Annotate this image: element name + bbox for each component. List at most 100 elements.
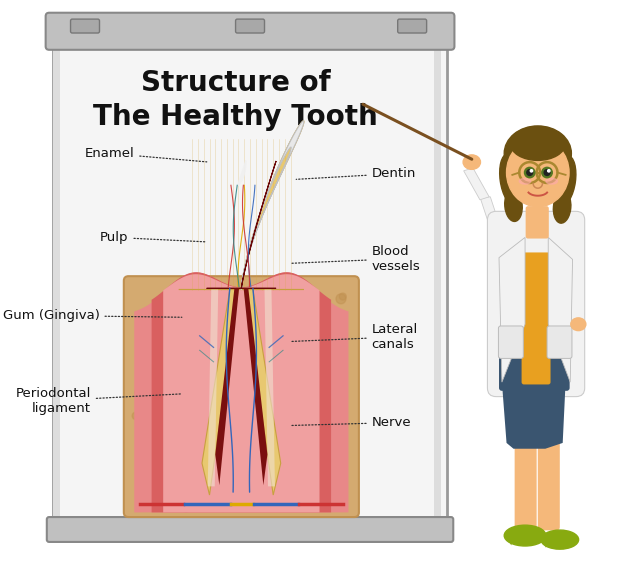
Ellipse shape [505,190,522,221]
Circle shape [272,423,279,431]
Text: Gum (Gingiva): Gum (Gingiva) [3,309,182,322]
Polygon shape [573,246,584,316]
FancyBboxPatch shape [521,252,550,384]
Circle shape [527,170,533,175]
Circle shape [282,388,290,397]
Circle shape [233,320,238,324]
Circle shape [190,405,197,412]
Circle shape [548,170,550,172]
Circle shape [326,459,332,466]
Circle shape [273,325,280,334]
Circle shape [213,492,219,498]
Circle shape [165,463,172,470]
Polygon shape [244,288,267,485]
Circle shape [239,301,245,307]
Circle shape [188,467,198,477]
Circle shape [196,402,205,411]
Circle shape [285,318,291,324]
FancyBboxPatch shape [538,439,560,530]
Circle shape [147,332,154,339]
Circle shape [209,493,214,498]
Circle shape [304,410,312,418]
FancyBboxPatch shape [515,439,536,530]
Polygon shape [499,237,525,382]
Circle shape [544,170,550,175]
FancyBboxPatch shape [498,326,523,358]
Circle shape [244,434,254,444]
Text: Blood
vessels: Blood vessels [290,245,421,273]
Circle shape [241,367,247,372]
Ellipse shape [504,126,572,181]
Circle shape [285,322,295,331]
Ellipse shape [541,530,578,549]
Text: Structure of
The Healthy Tooth: Structure of The Healthy Tooth [93,69,378,131]
Circle shape [339,293,346,300]
Circle shape [135,388,143,397]
Circle shape [132,412,140,419]
Circle shape [210,459,220,469]
Circle shape [136,446,142,452]
Polygon shape [202,290,239,495]
Circle shape [235,476,242,482]
Circle shape [285,288,293,295]
Circle shape [175,397,182,404]
FancyBboxPatch shape [53,26,60,536]
Text: Pulp: Pulp [100,231,207,244]
Ellipse shape [500,153,523,206]
Circle shape [142,384,150,393]
Circle shape [325,476,333,483]
FancyBboxPatch shape [235,19,265,33]
Circle shape [269,372,278,382]
Circle shape [142,338,153,349]
Circle shape [305,497,309,501]
Circle shape [334,455,342,462]
Polygon shape [265,290,275,486]
Circle shape [158,305,162,309]
Circle shape [201,440,207,445]
Polygon shape [506,536,515,545]
Polygon shape [207,161,276,288]
FancyBboxPatch shape [53,26,447,536]
Circle shape [223,477,229,483]
Circle shape [309,377,314,383]
Circle shape [330,500,338,508]
Circle shape [275,490,282,497]
Polygon shape [215,288,239,485]
Circle shape [300,316,304,321]
Circle shape [318,444,326,452]
FancyBboxPatch shape [46,13,454,50]
Circle shape [284,361,289,366]
FancyBboxPatch shape [488,211,585,397]
Circle shape [297,307,305,316]
FancyBboxPatch shape [124,276,359,517]
Circle shape [256,495,267,506]
Circle shape [243,327,254,338]
Polygon shape [151,272,331,512]
Polygon shape [244,290,280,495]
Polygon shape [179,121,304,290]
Circle shape [309,482,315,489]
Circle shape [305,363,314,372]
Polygon shape [480,197,506,246]
Circle shape [172,438,177,444]
Ellipse shape [510,127,565,160]
FancyBboxPatch shape [434,26,441,536]
Polygon shape [548,237,573,382]
Circle shape [181,360,186,365]
Circle shape [239,490,245,496]
Ellipse shape [546,178,558,184]
Circle shape [181,502,191,512]
Circle shape [180,379,185,384]
Circle shape [304,298,308,302]
Circle shape [530,170,533,172]
Circle shape [237,353,246,363]
Circle shape [277,323,285,332]
FancyBboxPatch shape [526,206,549,239]
Circle shape [326,462,332,469]
Circle shape [220,466,228,473]
Ellipse shape [571,318,586,331]
Circle shape [283,412,294,423]
Circle shape [221,507,225,512]
FancyBboxPatch shape [547,326,572,358]
FancyBboxPatch shape [71,19,100,33]
